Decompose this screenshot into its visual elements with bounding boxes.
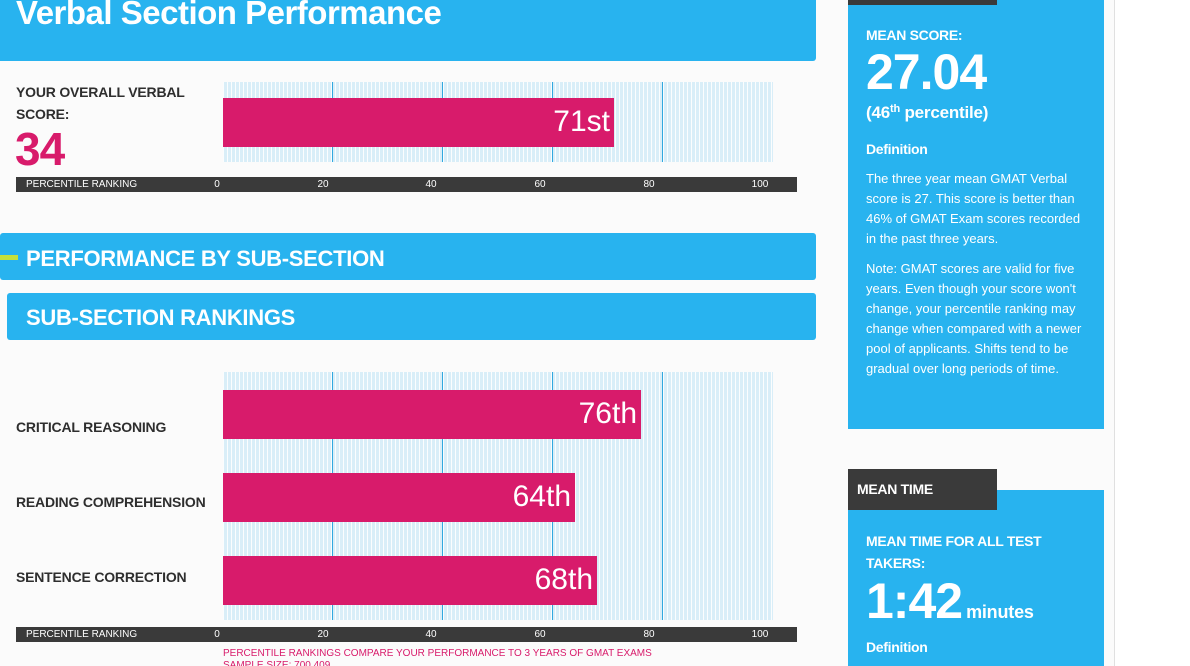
sample-size-footnote: SAMPLE SIZE: 700,409	[223, 660, 331, 666]
gridline	[662, 372, 663, 620]
mean-score-definition-heading: Definition	[866, 141, 928, 157]
axis-tick: 100	[751, 179, 769, 190]
axis-tick: 60	[534, 629, 546, 640]
mean-time-value: 1:42 minutes	[866, 574, 1034, 639]
subsection-percentile-chart: 76th 64th 68th	[223, 372, 773, 620]
axis-tick: 0	[214, 629, 220, 640]
axis-tick: 20	[317, 629, 329, 640]
percentile-number: (46	[866, 103, 890, 122]
reading-comprehension-bar: 64th	[223, 473, 575, 522]
mean-score-definition-text: The three year mean GMAT Verbal score is…	[866, 171, 1081, 246]
critical-reasoning-percentile: 76th	[578, 397, 637, 430]
sentence-correction-label: SENTENCE CORRECTION	[16, 569, 187, 585]
overall-percentile-chart: 71st	[223, 82, 773, 162]
critical-reasoning-bar: 76th	[223, 390, 641, 439]
verbal-section-header: Verbal Section Performance	[0, 0, 816, 61]
overall-percentile-label: 71st	[553, 105, 610, 138]
critical-reasoning-label: CRITICAL REASONING	[16, 419, 167, 435]
mean-time-definition-heading: Definition	[866, 639, 928, 655]
axis-tick: 40	[425, 629, 437, 640]
mean-time-label: MEAN TIME FOR ALL TEST TAKERS:	[866, 530, 1042, 574]
page-title: Verbal Section Performance	[16, 0, 442, 31]
axis-tick: 0	[214, 179, 220, 190]
sentence-correction-percentile: 68th	[534, 563, 593, 596]
results-panel: Verbal Section Performance YOUR OVERALL …	[0, 0, 816, 666]
percentile-footnote: PERCENTILE RANKINGS COMPARE YOUR PERFORM…	[223, 648, 652, 659]
overall-score-label-line2: SCORE:	[16, 106, 70, 122]
mean-time-unit: minutes	[966, 602, 1034, 622]
axis-tick: 80	[643, 629, 655, 640]
subsection-title: SUB-SECTION RANKINGS	[26, 305, 296, 330]
percentile-axis-bottom: PERCENTILE RANKING 0 20 40 60 80 100	[16, 627, 797, 642]
reading-comprehension-percentile: 64th	[512, 480, 571, 513]
percentile-word: percentile)	[899, 103, 989, 122]
mean-score-percentile: (46th percentile)	[866, 103, 988, 123]
axis-tick: 20	[317, 179, 329, 190]
axis-title: PERCENTILE RANKING	[26, 179, 138, 190]
mean-time-number: 1:42	[866, 573, 963, 629]
percentile-suffix: th	[889, 103, 900, 115]
overall-percentile-bar: 71st	[223, 98, 614, 147]
mean-score-tab	[848, 0, 997, 5]
subsection-rankings-header: SUB-SECTION RANKINGS	[7, 293, 816, 340]
overall-score-value: 34	[15, 123, 65, 175]
mean-time-label-line2: TAKERS:	[866, 555, 926, 571]
mean-score-value: 27.04	[866, 44, 987, 100]
reading-comprehension-label: READING COMPREHENSION	[16, 494, 206, 510]
axis-tick: 80	[643, 179, 655, 190]
section-marker	[0, 255, 18, 260]
gridline	[662, 82, 663, 162]
mean-score-card: MEAN SCORE: 27.04 (46th percentile) Defi…	[848, 0, 1104, 429]
axis-title: PERCENTILE RANKING	[26, 629, 138, 640]
performance-by-subsection-header: PERFORMANCE BY SUB-SECTION	[0, 233, 816, 280]
mean-time-card: MEAN TIME FOR ALL TEST TAKERS: 1:42 minut…	[848, 490, 1104, 666]
axis-tick: 60	[534, 179, 546, 190]
sentence-correction-bar: 68th	[223, 556, 597, 605]
overall-score-label-line1: YOUR OVERALL VERBAL	[16, 84, 185, 100]
mean-score-note-text: Note: GMAT scores are valid for five yea…	[866, 261, 1082, 376]
mean-time-label-line1: MEAN TIME FOR ALL TEST	[866, 533, 1042, 549]
axis-tick: 100	[751, 629, 769, 640]
percentile-axis-top: PERCENTILE RANKING 0 20 40 60 80 100	[16, 177, 797, 192]
overall-score-label: YOUR OVERALL VERBAL SCORE:	[16, 81, 185, 125]
axis-tick: 40	[425, 179, 437, 190]
section-title: PERFORMANCE BY SUB-SECTION	[26, 246, 385, 271]
mean-time-tab: MEAN TIME	[848, 469, 997, 510]
mean-score-label: MEAN SCORE:	[866, 27, 963, 43]
